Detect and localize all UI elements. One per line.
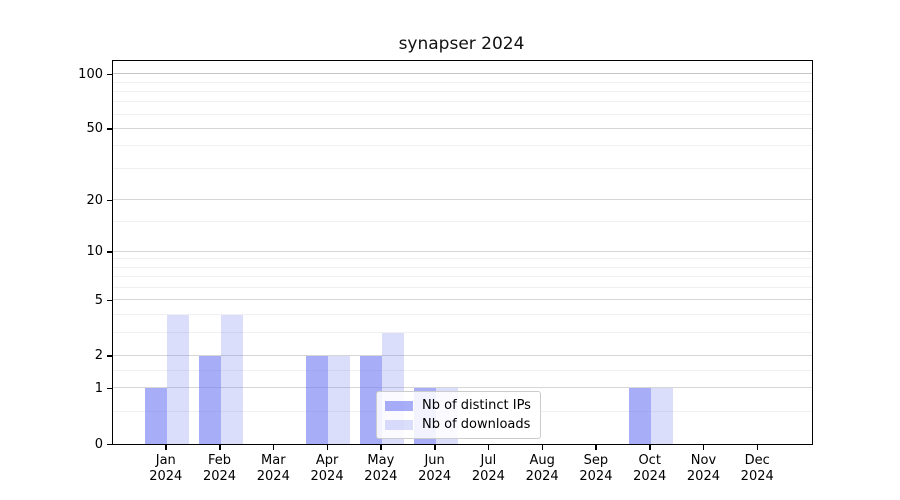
- legend-item-downloads: Nb of downloads: [385, 417, 531, 432]
- x-tick-label: Apr 2024: [310, 453, 344, 484]
- x-tick-mark: [649, 444, 651, 450]
- gridline-major: [113, 73, 812, 75]
- x-tick-mark: [756, 444, 759, 450]
- bar-apr-distinct-ips: [306, 355, 329, 444]
- legend-swatch-distinct-ips: [385, 400, 413, 411]
- x-tick-mark: [326, 444, 329, 450]
- bar-oct-distinct-ips: [628, 388, 651, 444]
- x-tick-label: Feb 2024: [202, 453, 237, 484]
- legend: Nb of distinct IPs Nb of downloads: [376, 391, 541, 439]
- y-tick-label: 50: [86, 121, 103, 137]
- y-tick-mark: [107, 199, 112, 201]
- gridline-minor: [113, 314, 812, 316]
- gridline-minor: [113, 101, 812, 103]
- x-tick-label: Mar 2024: [256, 453, 290, 484]
- y-tick-label: 20: [86, 192, 103, 208]
- gridline-major: [113, 387, 812, 389]
- gridline-minor: [113, 220, 812, 222]
- plot-area: Nb of distinct IPs Nb of downloads: [112, 60, 813, 445]
- gridline-major: [113, 199, 812, 201]
- x-tick-label: May 2024: [364, 453, 398, 484]
- y-tick-label: 5: [94, 292, 103, 308]
- x-tick-mark: [595, 444, 597, 450]
- y-tick-label: 1: [94, 380, 103, 396]
- x-tick-label: Jan 2024: [149, 453, 183, 484]
- x-tick-label: Jun 2024: [418, 453, 452, 484]
- x-tick-label: Aug 2024: [525, 453, 559, 484]
- gridline-major: [113, 127, 812, 129]
- gridline-minor: [113, 287, 812, 289]
- x-tick-label: Oct 2024: [633, 453, 667, 484]
- x-tick-mark: [380, 444, 382, 450]
- y-tick-mark: [107, 299, 112, 302]
- gridline-minor: [113, 369, 812, 371]
- grid-layer: [113, 61, 812, 444]
- bar-oct-downloads: [650, 388, 673, 444]
- gridline-minor: [113, 266, 812, 268]
- legend-label-downloads: Nb of downloads: [422, 417, 531, 432]
- gridline-minor: [113, 167, 812, 169]
- chart-title: synapser 2024: [398, 34, 525, 54]
- legend-item-distinct-ips: Nb of distinct IPs: [385, 398, 531, 413]
- y-tick-label: 2: [94, 348, 103, 364]
- y-tick-mark: [107, 387, 112, 390]
- bar-jan-downloads: [166, 315, 189, 444]
- x-tick-label: Sep 2024: [579, 453, 613, 484]
- x-tick-mark: [434, 444, 436, 450]
- y-tick-mark: [107, 73, 112, 76]
- gridline-minor: [113, 331, 812, 333]
- bar-jan-distinct-ips: [144, 388, 167, 444]
- gridline-major: [113, 354, 812, 356]
- x-tick-label: Dec 2024: [740, 453, 774, 484]
- gridline-major: [113, 299, 812, 301]
- x-tick-mark: [702, 444, 705, 450]
- gridline-minor: [113, 81, 812, 83]
- x-tick-label: Nov 2024: [686, 453, 720, 484]
- legend-label-distinct-ips: Nb of distinct IPs: [422, 398, 531, 413]
- bar-apr-downloads: [328, 355, 351, 444]
- y-tick-mark: [107, 355, 112, 357]
- bars-layer: [113, 61, 812, 444]
- y-tick-mark: [107, 443, 112, 445]
- x-tick-mark: [272, 444, 275, 450]
- x-tick-mark: [165, 444, 167, 450]
- x-tick-mark: [487, 444, 490, 450]
- gridline-minor: [113, 113, 812, 115]
- legend-swatch-downloads: [385, 419, 413, 430]
- y-tick-label: 10: [86, 244, 103, 260]
- gridline-minor: [113, 276, 812, 278]
- gridline-minor: [113, 145, 812, 147]
- x-tick-label: Jul 2024: [471, 453, 505, 484]
- y-tick-mark: [107, 251, 112, 253]
- x-tick-mark: [541, 444, 544, 450]
- bar-feb-downloads: [220, 315, 243, 444]
- gridline-minor: [113, 90, 812, 92]
- y-tick-mark: [107, 128, 112, 130]
- x-tick-mark: [219, 444, 221, 450]
- y-tick-label: 0: [94, 436, 103, 452]
- gridline-minor: [113, 258, 812, 260]
- gridline-major: [113, 250, 812, 252]
- y-tick-label: 100: [78, 66, 103, 82]
- bar-feb-distinct-ips: [198, 355, 221, 444]
